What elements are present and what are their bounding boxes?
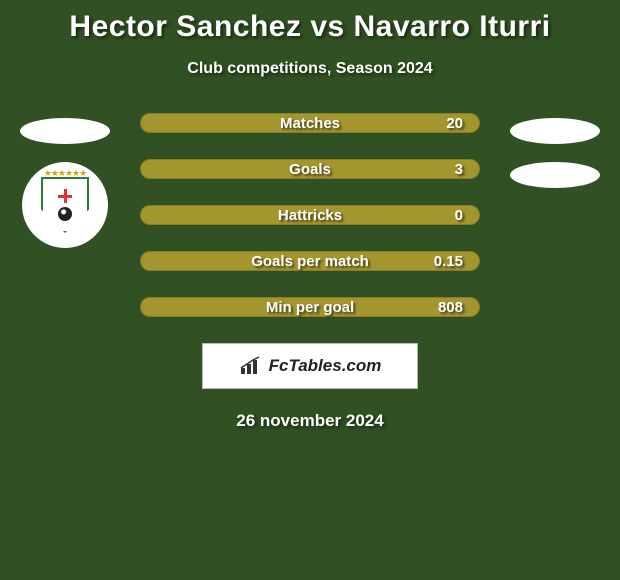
left-badges: ★★★★★★ <box>15 118 115 248</box>
stat-label: Goals <box>289 161 331 178</box>
page-title: Hector Sanchez vs Navarro Iturri <box>0 0 620 44</box>
stat-row-goals: Goals 3 <box>0 159 620 179</box>
stat-row-matches: Matches 20 <box>0 113 620 133</box>
logo-box[interactable]: FcTables.com <box>202 343 418 389</box>
stat-row-mpg: Min per goal 808 <box>0 297 620 317</box>
stat-label: Hattricks <box>278 207 342 224</box>
date-line: 26 november 2024 <box>0 411 620 431</box>
bar-right: Min per goal 808 <box>140 297 480 317</box>
bar-right: Goals per match 0.15 <box>140 251 480 271</box>
stat-value: 3 <box>455 161 463 178</box>
stat-row-hattricks: Hattricks 0 <box>0 205 620 225</box>
bar-right: Hattricks 0 <box>140 205 480 225</box>
logo-text: FcTables.com <box>269 356 382 376</box>
stat-value: 0 <box>455 207 463 224</box>
stat-value: 20 <box>446 115 463 132</box>
bar-right: Goals 3 <box>140 159 480 179</box>
stat-label: Min per goal <box>266 299 354 316</box>
stat-label: Goals per match <box>251 253 369 270</box>
stat-value: 808 <box>438 299 463 316</box>
stat-row-gpm: Goals per match 0.15 <box>0 251 620 271</box>
subtitle: Club competitions, Season 2024 <box>0 60 620 78</box>
stat-value: 0.15 <box>434 253 463 270</box>
stats-container: ★★★★★★ Matches 20 Goals 3 Hattricks 0 Go… <box>0 113 620 317</box>
stat-label: Matches <box>280 115 340 132</box>
bar-chart-icon <box>239 356 263 376</box>
bar-right: Matches 20 <box>140 113 480 133</box>
